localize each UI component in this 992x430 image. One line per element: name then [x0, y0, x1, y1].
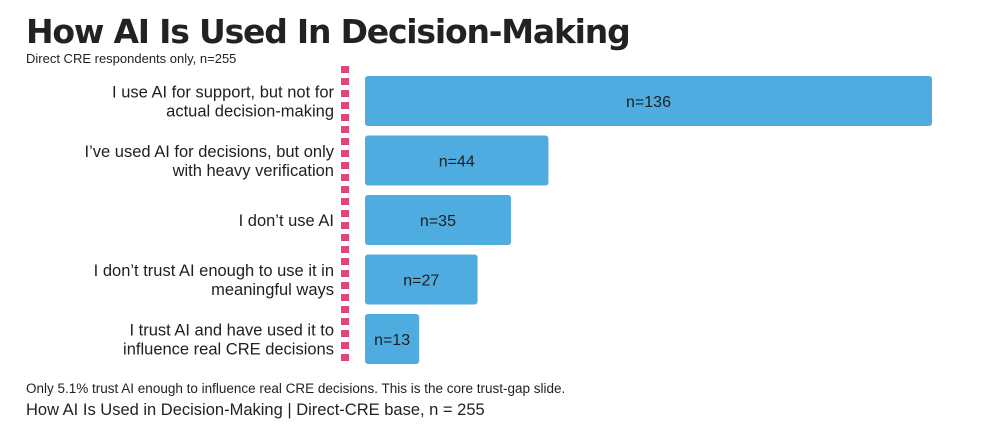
- chart-title: How AI Is Used In Decision-Making: [26, 12, 631, 51]
- chart-subtitle: Direct CRE respondents only, n=255: [26, 51, 237, 66]
- axis-marker: [341, 306, 349, 313]
- category-axis: [341, 66, 349, 361]
- axis-marker: [341, 150, 349, 157]
- category-label: meaningful ways: [211, 281, 334, 299]
- bar: [365, 76, 932, 126]
- axis-marker: [341, 138, 349, 145]
- axis-marker: [341, 282, 349, 289]
- axis-marker: [341, 174, 349, 181]
- axis-marker: [341, 318, 349, 325]
- bar: [365, 135, 549, 186]
- data-label: n=27: [403, 273, 439, 290]
- axis-marker: [341, 294, 349, 301]
- axis-marker: [341, 78, 349, 85]
- axis-marker: [341, 342, 349, 349]
- category-label: influence real CRE decisions: [123, 341, 334, 359]
- axis-marker: [341, 126, 349, 133]
- bar: [365, 314, 420, 364]
- axis-marker: [341, 210, 349, 217]
- category-label: with heavy verification: [172, 162, 334, 180]
- category-labels: I use AI for support, but not foractual …: [85, 84, 335, 359]
- data-label: n=35: [420, 213, 456, 230]
- category-label: I don’t trust AI enough to use it in: [94, 262, 334, 280]
- insight-note: Only 5.1% trust AI enough to influence r…: [26, 381, 566, 396]
- axis-marker: [341, 198, 349, 205]
- axis-marker: [341, 234, 349, 241]
- axis-marker: [341, 102, 349, 109]
- category-label: I don’t use AI: [239, 212, 334, 230]
- category-label: actual decision-making: [166, 103, 334, 121]
- axis-marker: [341, 258, 349, 265]
- data-label: n=13: [374, 332, 410, 349]
- axis-marker: [341, 66, 349, 73]
- data-label: n=44: [439, 154, 475, 171]
- bar: [365, 195, 511, 245]
- category-label: I trust AI and have used it to: [129, 322, 334, 340]
- axis-marker: [341, 246, 349, 253]
- axis-marker: [341, 90, 349, 97]
- axis-marker: [341, 270, 349, 277]
- axis-marker: [341, 114, 349, 121]
- data-labels: n=136 n=44 n=35 n=27 n=13: [374, 94, 671, 349]
- bar-series: [365, 76, 932, 364]
- data-label: n=136: [626, 94, 671, 111]
- category-label: I use AI for support, but not for: [112, 84, 334, 102]
- axis-marker: [341, 222, 349, 229]
- axis-marker: [341, 330, 349, 337]
- chart-caption: How AI Is Used in Decision-Making | Dire…: [26, 401, 485, 419]
- category-label: I’ve used AI for decisions, but only: [85, 143, 335, 161]
- axis-marker: [341, 162, 349, 169]
- axis-marker: [341, 354, 349, 361]
- bar: [365, 254, 478, 305]
- axis-marker: [341, 186, 349, 193]
